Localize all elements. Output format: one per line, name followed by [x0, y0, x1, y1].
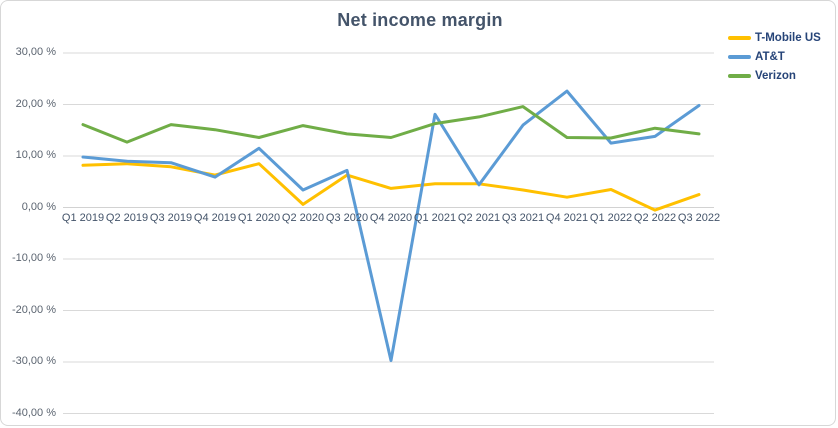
y-axis-label: 10,00 %: [15, 149, 56, 161]
legend-item-t-mobile-us[interactable]: T-Mobile US: [728, 32, 821, 44]
series-line-verizon: [81, 105, 701, 144]
x-axis-label: Q4 2019: [193, 212, 237, 224]
x-axis-label: Q2 2019: [105, 212, 149, 224]
x-axis-label: Q3 2021: [501, 212, 545, 224]
series-line-at-t: [81, 89, 701, 362]
x-axis-label: Q2 2022: [633, 212, 677, 224]
x-axis-label: Q3 2022: [677, 212, 721, 224]
y-axis-label: -40,00 %: [11, 406, 56, 419]
y-axis-label: -10,00 %: [11, 252, 56, 264]
x-axis-label: Q4 2021: [545, 212, 589, 224]
legend-swatch-icon: [728, 55, 751, 59]
y-axis-label: -20,00 %: [11, 303, 56, 316]
y-axis-label: 20,00 %: [15, 97, 56, 110]
legend-swatch-icon: [728, 74, 751, 78]
x-axis-label: Q3 2020: [325, 212, 369, 224]
x-axis-label: Q1 2022: [589, 212, 633, 224]
legend-item-verizon[interactable]: Verizon: [728, 70, 821, 82]
legend-label: T-Mobile US: [755, 32, 821, 44]
series-line-t-mobile-us: [81, 162, 701, 212]
x-axis-label: Q3 2019: [149, 212, 193, 224]
x-axis-label: Q4 2020: [369, 212, 413, 224]
y-axis-label: 0,00 %: [21, 200, 56, 213]
x-axis-label: Q2 2020: [281, 212, 325, 224]
legend: T-Mobile US AT&T Verizon: [728, 32, 821, 82]
legend-label: AT&T: [755, 51, 785, 63]
legend-label: Verizon: [755, 70, 796, 82]
x-axis-label: Q1 2020: [237, 212, 281, 224]
legend-swatch-icon: [728, 36, 751, 40]
y-axis-label: -30,00 %: [11, 355, 56, 367]
x-axis-label: Q1 2021: [413, 212, 457, 224]
y-axis-label: 30,00 %: [15, 46, 56, 58]
x-axis-label: Q1 2019: [61, 212, 105, 224]
x-axis-label: Q2 2021: [457, 212, 501, 224]
chart-title: Net income margin: [337, 10, 503, 30]
legend-item-at-t[interactable]: AT&T: [728, 51, 821, 63]
